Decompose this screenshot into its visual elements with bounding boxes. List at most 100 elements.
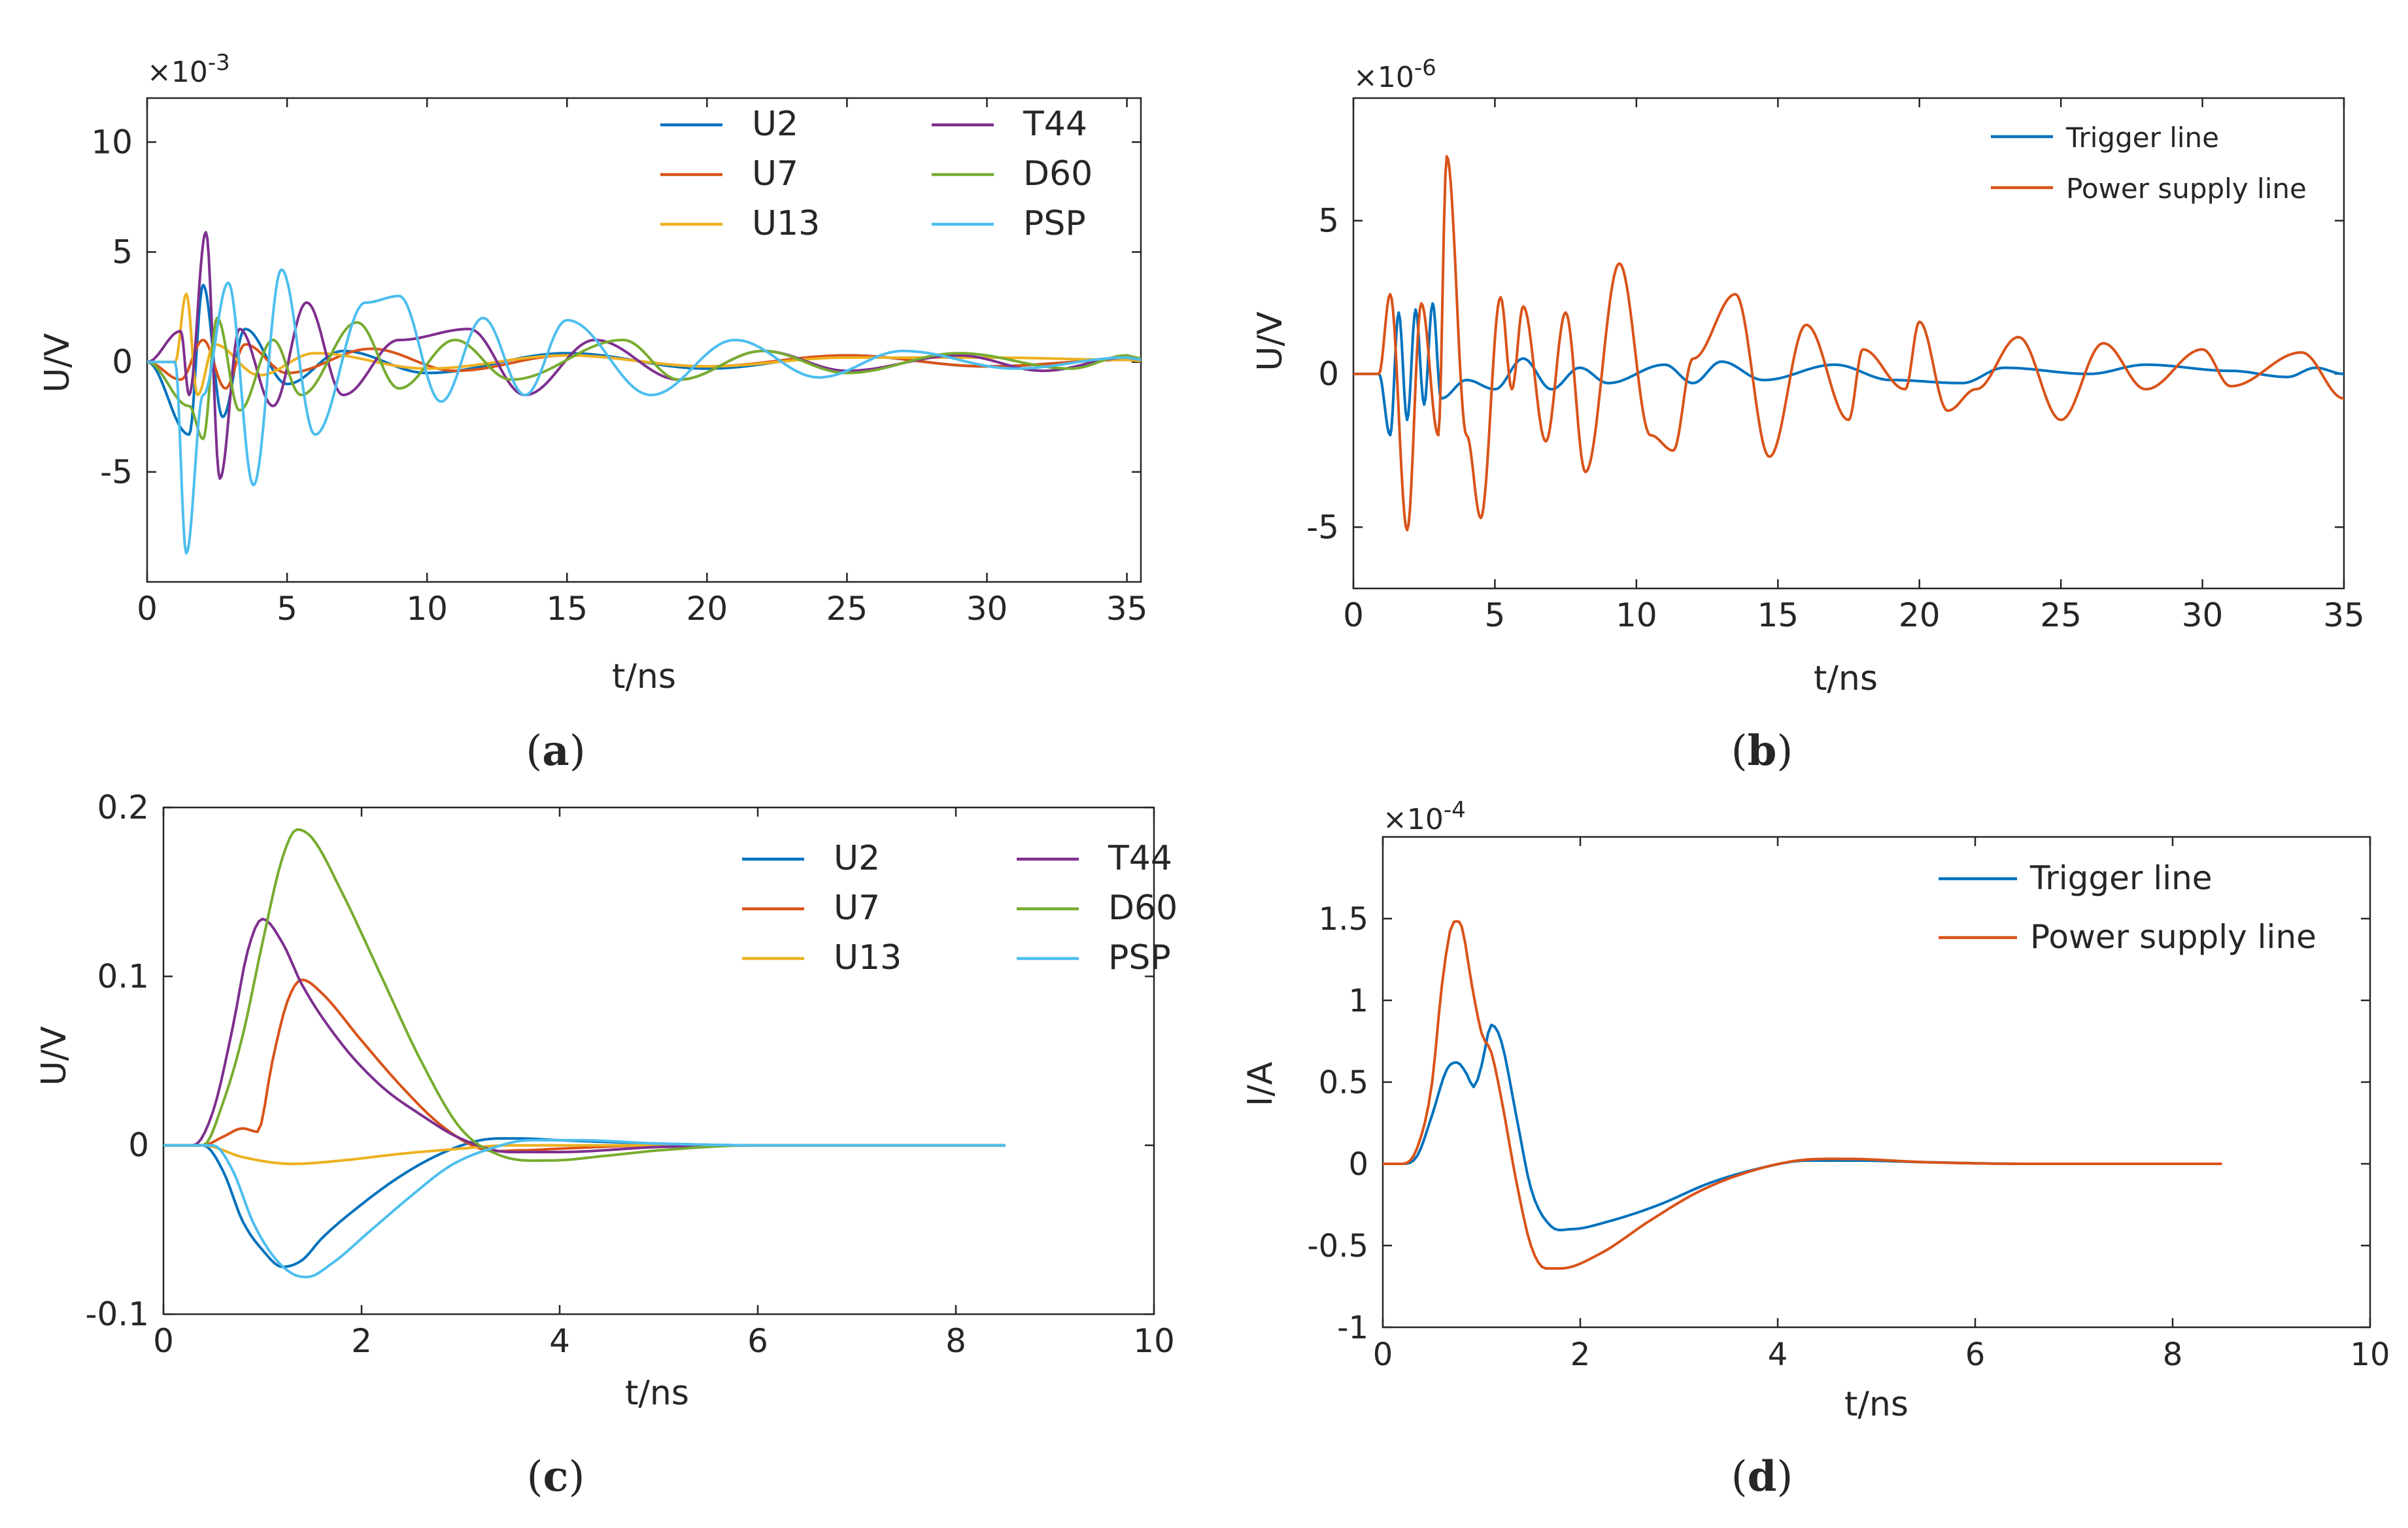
legend-label-c: PSP bbox=[1108, 938, 1171, 977]
x-tick-label-a: 30 bbox=[966, 590, 1008, 628]
x-tick-label-c: 2 bbox=[351, 1322, 372, 1360]
x-tick-label-b: 10 bbox=[1616, 596, 1657, 634]
x-axis-label-b: t/ns bbox=[1814, 659, 1878, 698]
series-line-c-psp bbox=[163, 1138, 1006, 1279]
legend-label-a: U13 bbox=[752, 204, 820, 243]
legend-label-a: U2 bbox=[752, 105, 798, 144]
legend-label-a: PSP bbox=[1023, 204, 1086, 243]
x-tick-label-a: 20 bbox=[687, 590, 728, 628]
legend-label-c: U7 bbox=[834, 889, 880, 928]
x-tick-label-a: 5 bbox=[277, 590, 297, 628]
y-tick-label-d: -0.5 bbox=[1307, 1228, 1368, 1265]
y-tick-label-b: 0 bbox=[1318, 355, 1339, 393]
x-tick-label-b: 25 bbox=[2040, 596, 2082, 634]
legend-label-d: Power supply line bbox=[2030, 918, 2316, 956]
y-axis-label-b: U/V bbox=[1251, 311, 1290, 371]
plot-area-c bbox=[162, 806, 1155, 1316]
x-tick-label-b: 30 bbox=[2182, 596, 2224, 634]
exponent-label-d: ×10-4 bbox=[1383, 797, 1466, 836]
x-axis-label-a: t/ns bbox=[612, 657, 676, 696]
x-tick-label-b: 15 bbox=[1757, 596, 1799, 634]
x-tick-label-b: 35 bbox=[2323, 596, 2365, 634]
series-line-a-d60 bbox=[147, 316, 1141, 441]
legend-label-c: U2 bbox=[834, 839, 880, 878]
exponent-power-d: -4 bbox=[1444, 797, 1466, 823]
exponent-base-a: ×10 bbox=[147, 56, 208, 89]
y-tick-label-b: 5 bbox=[1318, 202, 1339, 240]
series-line-b-power-supply-line bbox=[1353, 155, 2344, 532]
caption-b: (b) bbox=[1731, 726, 1793, 775]
y-tick-label-b: -5 bbox=[1306, 508, 1339, 546]
caption-letter-c: c bbox=[543, 1452, 569, 1501]
y-tick-label-c: 0 bbox=[128, 1127, 149, 1164]
svg-text:×10-3: ×10-3 bbox=[147, 50, 230, 89]
x-tick-label-d: 4 bbox=[1768, 1336, 1788, 1373]
caption-letter-d: d bbox=[1748, 1452, 1777, 1501]
legend-label-a: T44 bbox=[1023, 105, 1087, 144]
y-tick-label-a: 10 bbox=[91, 123, 133, 161]
legend-label-c: U13 bbox=[834, 938, 902, 977]
x-tick-label-b: 0 bbox=[1343, 596, 1364, 634]
x-tick-label-b: 5 bbox=[1485, 596, 1506, 634]
x-tick-label-c: 6 bbox=[747, 1322, 768, 1360]
x-tick-label-a: 0 bbox=[137, 590, 158, 628]
x-tick-label-c: 4 bbox=[549, 1322, 570, 1360]
panel-d: ×10-4 t/ns I/A (d) 0 2 4 6 8 10 -1 -0.5 0 0.5 1 1.5… bbox=[1241, 797, 2390, 1501]
x-tick-label-d: 0 bbox=[1373, 1336, 1393, 1373]
y-tick-label-a: 0 bbox=[112, 343, 133, 381]
panel-a: ×10-3 t/ns U/V (a) 0 5 10 15 20 25 30 35 -5 0 5 10 U… bbox=[38, 50, 1147, 775]
exponent-label-a: ×10-3 bbox=[147, 50, 230, 89]
caption-a: (a) bbox=[526, 726, 585, 775]
plot-area-a bbox=[146, 97, 1142, 583]
legend-label-b: Power supply line bbox=[2066, 173, 2307, 205]
x-tick-label-d: 10 bbox=[2350, 1336, 2390, 1373]
caption-letter-a: a bbox=[542, 726, 569, 775]
y-tick-label-d: 0 bbox=[1348, 1146, 1368, 1183]
legend-label-c: D60 bbox=[1108, 889, 1178, 928]
y-tick-label-d: 0.5 bbox=[1319, 1064, 1368, 1101]
series-line-a-psp bbox=[147, 268, 1141, 555]
exponent-base-b: ×10 bbox=[1353, 61, 1414, 94]
x-tick-label-c: 0 bbox=[153, 1322, 174, 1360]
caption-d: (d) bbox=[1731, 1452, 1793, 1501]
y-tick-label-d: -1 bbox=[1337, 1310, 1368, 1346]
y-axis-label-c: U/V bbox=[35, 1026, 74, 1086]
panel-b: ×10-6 t/ns U/V (b) 0 5 10 15 20 25 30 35 -5 0 5 Tri… bbox=[1251, 55, 2365, 775]
x-tick-label-c: 10 bbox=[1133, 1322, 1175, 1360]
series-line-d-power-supply-line bbox=[1383, 920, 2222, 1270]
plot-area-b bbox=[1352, 97, 2345, 590]
series-line-a-t44 bbox=[147, 231, 1141, 480]
legend-label-a: U7 bbox=[752, 154, 798, 194]
y-axis-label-d: I/A bbox=[1241, 1061, 1280, 1106]
y-tick-label-c: -0.1 bbox=[85, 1295, 149, 1333]
panel-c: t/ns U/V (c) 0 2 4 6 8 10-0.100.10.2U2U7U13T4… bbox=[35, 789, 1178, 1501]
caption-c: (c) bbox=[527, 1452, 585, 1501]
svg-text:×10-4: ×10-4 bbox=[1383, 797, 1466, 836]
exponent-label-b: ×10-6 bbox=[1353, 55, 1436, 94]
x-axis-label-d: t/ns bbox=[1844, 1385, 1908, 1424]
y-tick-label-c: 0.2 bbox=[97, 789, 149, 826]
x-tick-label-a: 15 bbox=[546, 590, 588, 628]
x-tick-label-c: 8 bbox=[945, 1322, 966, 1360]
caption-letter-b: b bbox=[1748, 726, 1777, 775]
legend-label-d: Trigger line bbox=[2029, 859, 2213, 897]
x-tick-label-d: 6 bbox=[1965, 1336, 1986, 1373]
y-tick-label-d: 1 bbox=[1348, 983, 1368, 1019]
svg-text:×10-6: ×10-6 bbox=[1353, 55, 1436, 94]
x-tick-label-d: 8 bbox=[2163, 1336, 2183, 1373]
exponent-power-a: -3 bbox=[208, 50, 230, 76]
x-tick-label-a: 25 bbox=[826, 590, 868, 628]
x-tick-label-a: 10 bbox=[406, 590, 448, 628]
legend-label-b: Trigger line bbox=[2065, 122, 2219, 154]
exponent-power-b: -6 bbox=[1414, 55, 1436, 81]
x-tick-label-d: 2 bbox=[1570, 1336, 1591, 1373]
exponent-base-d: ×10 bbox=[1383, 803, 1444, 836]
x-tick-label-a: 35 bbox=[1106, 590, 1148, 628]
y-tick-label-c: 0.1 bbox=[97, 957, 149, 995]
legend-label-a: D60 bbox=[1023, 154, 1093, 194]
y-tick-label-d: 1.5 bbox=[1319, 901, 1368, 938]
y-tick-label-a: -5 bbox=[100, 453, 133, 491]
legend-label-c: T44 bbox=[1108, 839, 1172, 878]
